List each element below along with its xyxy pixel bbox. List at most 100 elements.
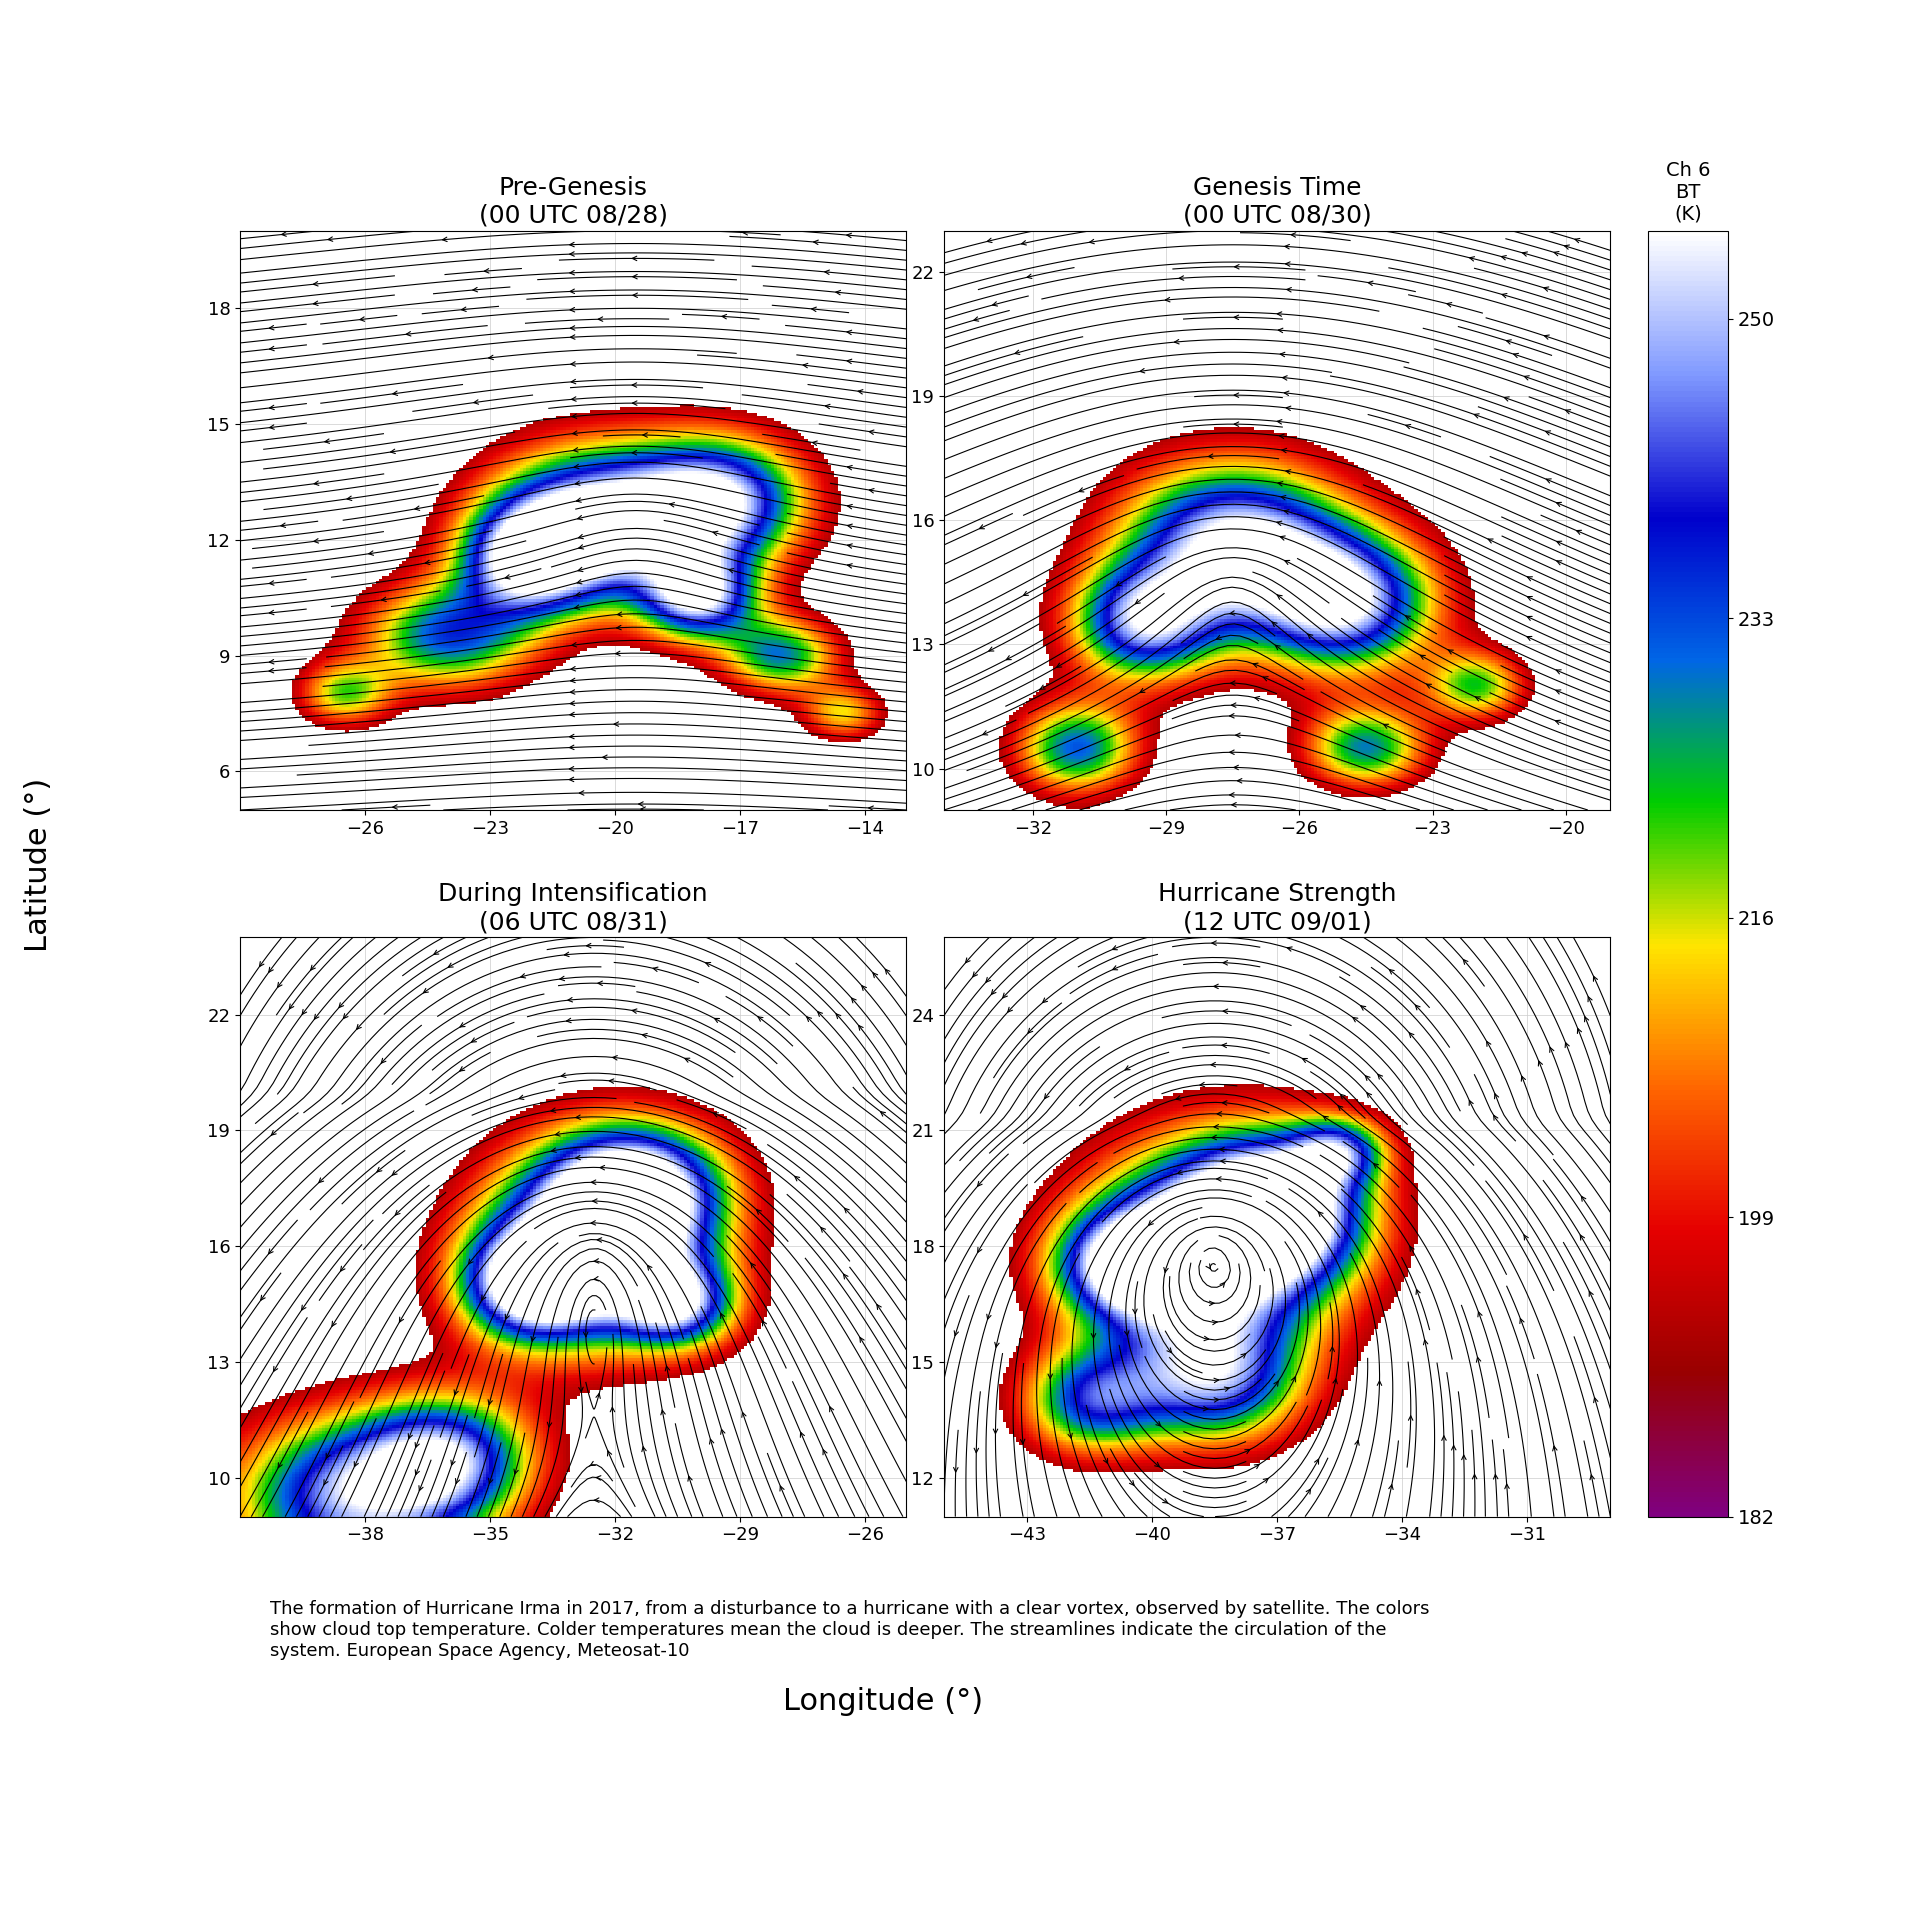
FancyArrowPatch shape	[954, 1331, 958, 1336]
FancyArrowPatch shape	[847, 331, 852, 335]
FancyArrowPatch shape	[1340, 1094, 1346, 1098]
FancyArrowPatch shape	[973, 971, 977, 977]
FancyArrowPatch shape	[1235, 265, 1238, 269]
FancyArrowPatch shape	[780, 1486, 783, 1490]
FancyArrowPatch shape	[973, 1448, 979, 1452]
FancyArrowPatch shape	[1256, 696, 1260, 700]
FancyArrowPatch shape	[1043, 998, 1048, 1002]
Title: Pre-Genesis
(00 UTC 08/28): Pre-Genesis (00 UTC 08/28)	[478, 175, 668, 227]
FancyArrowPatch shape	[1244, 1450, 1250, 1454]
FancyArrowPatch shape	[424, 560, 430, 565]
FancyArrowPatch shape	[858, 390, 862, 394]
FancyArrowPatch shape	[595, 1394, 601, 1398]
FancyArrowPatch shape	[1056, 663, 1062, 667]
FancyArrowPatch shape	[355, 1461, 359, 1467]
FancyArrowPatch shape	[1582, 1196, 1586, 1202]
FancyArrowPatch shape	[1286, 288, 1292, 292]
FancyArrowPatch shape	[710, 1438, 714, 1444]
FancyArrowPatch shape	[382, 598, 386, 602]
FancyArrowPatch shape	[570, 242, 574, 246]
FancyArrowPatch shape	[1236, 779, 1242, 783]
FancyArrowPatch shape	[576, 1156, 580, 1160]
FancyArrowPatch shape	[1590, 1475, 1594, 1481]
FancyArrowPatch shape	[1286, 469, 1290, 473]
FancyArrowPatch shape	[847, 544, 852, 548]
FancyArrowPatch shape	[1379, 1075, 1382, 1079]
FancyArrowPatch shape	[1217, 1177, 1221, 1181]
FancyArrowPatch shape	[394, 804, 397, 810]
FancyArrowPatch shape	[987, 1313, 991, 1319]
FancyArrowPatch shape	[632, 400, 637, 406]
FancyArrowPatch shape	[505, 1313, 509, 1319]
FancyArrowPatch shape	[801, 1433, 804, 1436]
FancyArrowPatch shape	[987, 238, 993, 242]
FancyArrowPatch shape	[290, 1004, 294, 1010]
FancyArrowPatch shape	[269, 425, 275, 429]
FancyArrowPatch shape	[586, 944, 591, 948]
FancyArrowPatch shape	[1423, 1340, 1428, 1344]
FancyArrowPatch shape	[455, 1479, 459, 1483]
FancyArrowPatch shape	[482, 1296, 486, 1300]
FancyArrowPatch shape	[434, 950, 440, 954]
FancyArrowPatch shape	[315, 481, 319, 485]
FancyArrowPatch shape	[593, 1198, 597, 1204]
FancyArrowPatch shape	[1217, 1111, 1221, 1115]
FancyArrowPatch shape	[1405, 425, 1411, 429]
FancyArrowPatch shape	[1590, 1292, 1594, 1296]
FancyArrowPatch shape	[977, 1181, 983, 1186]
FancyArrowPatch shape	[762, 1321, 766, 1327]
FancyArrowPatch shape	[547, 1423, 551, 1427]
FancyArrowPatch shape	[570, 767, 574, 771]
FancyArrowPatch shape	[1286, 262, 1290, 265]
FancyArrowPatch shape	[812, 440, 818, 446]
FancyArrowPatch shape	[1027, 275, 1031, 279]
FancyArrowPatch shape	[570, 735, 574, 738]
FancyArrowPatch shape	[743, 231, 747, 235]
FancyArrowPatch shape	[1177, 1169, 1183, 1175]
FancyArrowPatch shape	[806, 1017, 812, 1021]
FancyArrowPatch shape	[359, 317, 365, 321]
FancyArrowPatch shape	[572, 431, 578, 435]
FancyArrowPatch shape	[847, 525, 852, 529]
FancyArrowPatch shape	[1356, 1440, 1359, 1446]
FancyArrowPatch shape	[1427, 685, 1432, 688]
FancyArrowPatch shape	[1281, 352, 1284, 356]
FancyArrowPatch shape	[1523, 252, 1528, 256]
FancyArrowPatch shape	[712, 531, 718, 535]
FancyArrowPatch shape	[593, 1260, 599, 1263]
FancyArrowPatch shape	[1006, 656, 1012, 660]
FancyArrowPatch shape	[599, 317, 603, 321]
FancyArrowPatch shape	[868, 806, 874, 810]
FancyArrowPatch shape	[1213, 1379, 1219, 1383]
FancyArrowPatch shape	[1263, 1479, 1267, 1483]
FancyArrowPatch shape	[1277, 419, 1283, 423]
FancyArrowPatch shape	[826, 269, 829, 275]
FancyArrowPatch shape	[1557, 502, 1561, 506]
FancyArrowPatch shape	[1373, 1163, 1379, 1167]
FancyArrowPatch shape	[1574, 238, 1580, 242]
FancyArrowPatch shape	[1156, 1421, 1162, 1427]
FancyArrowPatch shape	[515, 1469, 518, 1475]
FancyArrowPatch shape	[858, 1025, 864, 1031]
FancyArrowPatch shape	[1494, 1475, 1498, 1479]
FancyArrowPatch shape	[1390, 969, 1394, 975]
FancyArrowPatch shape	[1332, 1379, 1338, 1385]
FancyArrowPatch shape	[593, 1498, 599, 1502]
FancyArrowPatch shape	[520, 973, 526, 979]
FancyArrowPatch shape	[570, 288, 574, 294]
FancyArrowPatch shape	[687, 1477, 693, 1481]
FancyArrowPatch shape	[795, 1177, 799, 1181]
FancyArrowPatch shape	[415, 1469, 419, 1475]
FancyArrowPatch shape	[259, 962, 263, 967]
FancyArrowPatch shape	[1448, 302, 1452, 308]
FancyArrowPatch shape	[269, 660, 275, 663]
FancyArrowPatch shape	[301, 1306, 305, 1310]
FancyArrowPatch shape	[720, 1429, 726, 1435]
FancyArrowPatch shape	[847, 465, 852, 469]
FancyArrowPatch shape	[1212, 1061, 1215, 1067]
FancyArrowPatch shape	[1507, 340, 1511, 344]
FancyArrowPatch shape	[1367, 1092, 1371, 1098]
FancyArrowPatch shape	[632, 256, 637, 262]
FancyArrowPatch shape	[639, 802, 643, 806]
FancyArrowPatch shape	[1323, 1115, 1329, 1121]
